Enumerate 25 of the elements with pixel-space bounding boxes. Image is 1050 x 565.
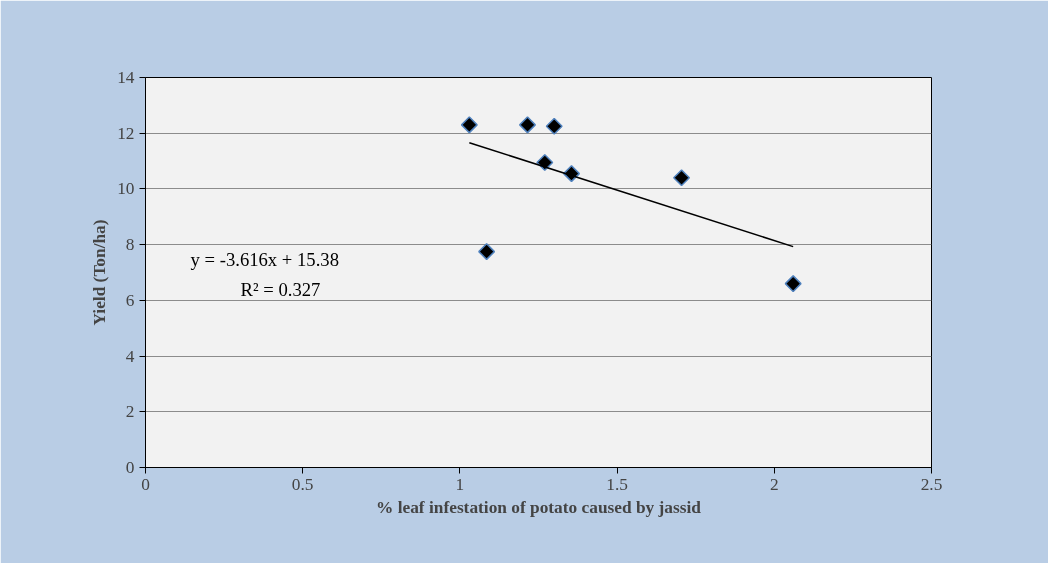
annotation: y = -3.616x + 15.38 (190, 248, 340, 270)
y-tick-label: 0 (125, 458, 135, 477)
x-tick-label: 2.5 (920, 474, 943, 494)
point (784, 275, 802, 293)
point (673, 169, 691, 187)
point (460, 116, 478, 134)
point (536, 153, 554, 171)
y-tick-label: 8 (125, 235, 135, 255)
x-tick-label: 2 (769, 474, 779, 494)
x-tick-label: 1 (455, 474, 465, 494)
y-tick-label: 2 (125, 402, 135, 422)
x-tick-label: 0 (141, 474, 150, 494)
y-tick-label: 10 (117, 179, 135, 199)
point (518, 116, 537, 134)
point (545, 117, 563, 135)
y-tick-label: 4 (125, 346, 135, 366)
y-axis-title: Yield (Ton/ha) (90, 219, 110, 326)
point (478, 243, 496, 261)
y-tick-label: 14 (117, 68, 135, 87)
y-tick-label: 6 (125, 290, 135, 310)
y-tick-label: 12 (117, 123, 135, 143)
x-axis-title: % leaf infestation of potato caused by jassid (376, 497, 702, 517)
x-tick-label: 1.5 (606, 474, 628, 494)
x-tick-label: 0.5 (291, 474, 314, 494)
annotation: R² = 0.327 (240, 278, 321, 300)
